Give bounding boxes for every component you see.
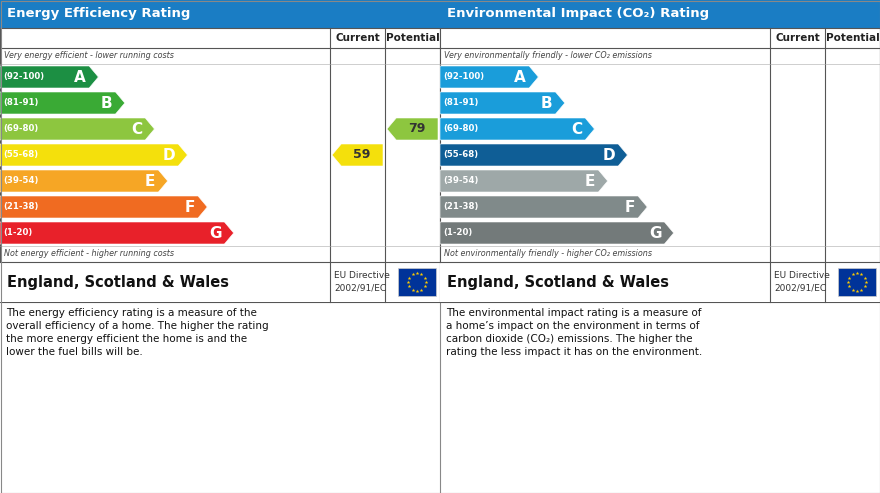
Text: G: G: [209, 225, 222, 241]
Text: a home’s impact on the environment in terms of: a home’s impact on the environment in te…: [446, 321, 700, 331]
Text: The energy efficiency rating is a measure of the: The energy efficiency rating is a measur…: [6, 308, 257, 318]
Bar: [440, 0, 880, 28]
Polygon shape: [0, 222, 234, 244]
Text: A: A: [514, 70, 526, 84]
Text: Current: Current: [775, 33, 820, 43]
Text: D: D: [603, 147, 615, 163]
Text: (39-54): (39-54): [3, 176, 39, 185]
Text: B: B: [541, 96, 553, 110]
Bar: [0, 28, 440, 302]
Polygon shape: [0, 92, 125, 114]
Bar: [440, 28, 880, 302]
Text: Environmental Impact (CO₂) Rating: Environmental Impact (CO₂) Rating: [447, 7, 709, 21]
Text: The environmental impact rating is a measure of: The environmental impact rating is a mea…: [446, 308, 701, 318]
Text: (92-100): (92-100): [3, 72, 44, 81]
Polygon shape: [0, 66, 99, 88]
Bar: [838, 268, 876, 296]
Text: Not energy efficient - higher running costs: Not energy efficient - higher running co…: [4, 249, 174, 258]
Text: Potential: Potential: [825, 33, 879, 43]
Text: C: C: [131, 121, 143, 137]
Polygon shape: [332, 144, 383, 166]
Polygon shape: [440, 92, 565, 114]
Text: 59: 59: [354, 148, 370, 162]
Polygon shape: [440, 118, 595, 140]
Text: rating the less impact it has on the environment.: rating the less impact it has on the env…: [446, 347, 702, 357]
Text: overall efficiency of a home. The higher the rating: overall efficiency of a home. The higher…: [6, 321, 268, 331]
Text: (1-20): (1-20): [3, 228, 33, 238]
Bar: [440, 262, 880, 302]
Polygon shape: [440, 170, 607, 192]
Text: F: F: [185, 200, 195, 214]
Bar: [398, 268, 436, 296]
Bar: [0, 0, 440, 28]
Polygon shape: [0, 118, 155, 140]
Text: (55-68): (55-68): [443, 150, 478, 160]
Text: (39-54): (39-54): [443, 176, 479, 185]
Polygon shape: [0, 170, 167, 192]
Text: (81-91): (81-91): [3, 99, 39, 107]
Text: Very energy efficient - lower running costs: Very energy efficient - lower running co…: [4, 51, 174, 61]
Text: (81-91): (81-91): [443, 99, 479, 107]
Polygon shape: [387, 118, 438, 140]
Text: B: B: [101, 96, 113, 110]
Text: the more energy efficient the home is and the: the more energy efficient the home is an…: [6, 334, 247, 344]
Polygon shape: [0, 144, 187, 166]
Polygon shape: [0, 196, 208, 218]
Text: A: A: [74, 70, 86, 84]
Text: 79: 79: [408, 122, 426, 136]
Polygon shape: [440, 66, 539, 88]
Text: EU Directive
2002/91/EC: EU Directive 2002/91/EC: [334, 271, 390, 293]
Text: Not environmentally friendly - higher CO₂ emissions: Not environmentally friendly - higher CO…: [444, 249, 652, 258]
Text: (1-20): (1-20): [443, 228, 473, 238]
Text: Energy Efficiency Rating: Energy Efficiency Rating: [7, 7, 190, 21]
Text: (21-38): (21-38): [3, 203, 39, 211]
Text: (69-80): (69-80): [3, 125, 38, 134]
Text: EU Directive
2002/91/EC: EU Directive 2002/91/EC: [774, 271, 830, 293]
Text: Potential: Potential: [385, 33, 439, 43]
Text: F: F: [625, 200, 635, 214]
Bar: [0, 262, 440, 302]
Text: England, Scotland & Wales: England, Scotland & Wales: [447, 275, 669, 289]
Text: E: E: [585, 174, 596, 188]
Text: England, Scotland & Wales: England, Scotland & Wales: [7, 275, 229, 289]
Text: (21-38): (21-38): [443, 203, 479, 211]
Text: D: D: [163, 147, 175, 163]
Text: E: E: [145, 174, 156, 188]
Polygon shape: [440, 196, 647, 218]
Text: G: G: [649, 225, 662, 241]
Text: C: C: [571, 121, 583, 137]
Text: (92-100): (92-100): [443, 72, 484, 81]
Polygon shape: [440, 144, 627, 166]
Text: (69-80): (69-80): [443, 125, 478, 134]
Text: Current: Current: [335, 33, 380, 43]
Text: lower the fuel bills will be.: lower the fuel bills will be.: [6, 347, 143, 357]
Text: (55-68): (55-68): [3, 150, 38, 160]
Polygon shape: [440, 222, 674, 244]
Text: Very environmentally friendly - lower CO₂ emissions: Very environmentally friendly - lower CO…: [444, 51, 652, 61]
Text: carbon dioxide (CO₂) emissions. The higher the: carbon dioxide (CO₂) emissions. The high…: [446, 334, 693, 344]
